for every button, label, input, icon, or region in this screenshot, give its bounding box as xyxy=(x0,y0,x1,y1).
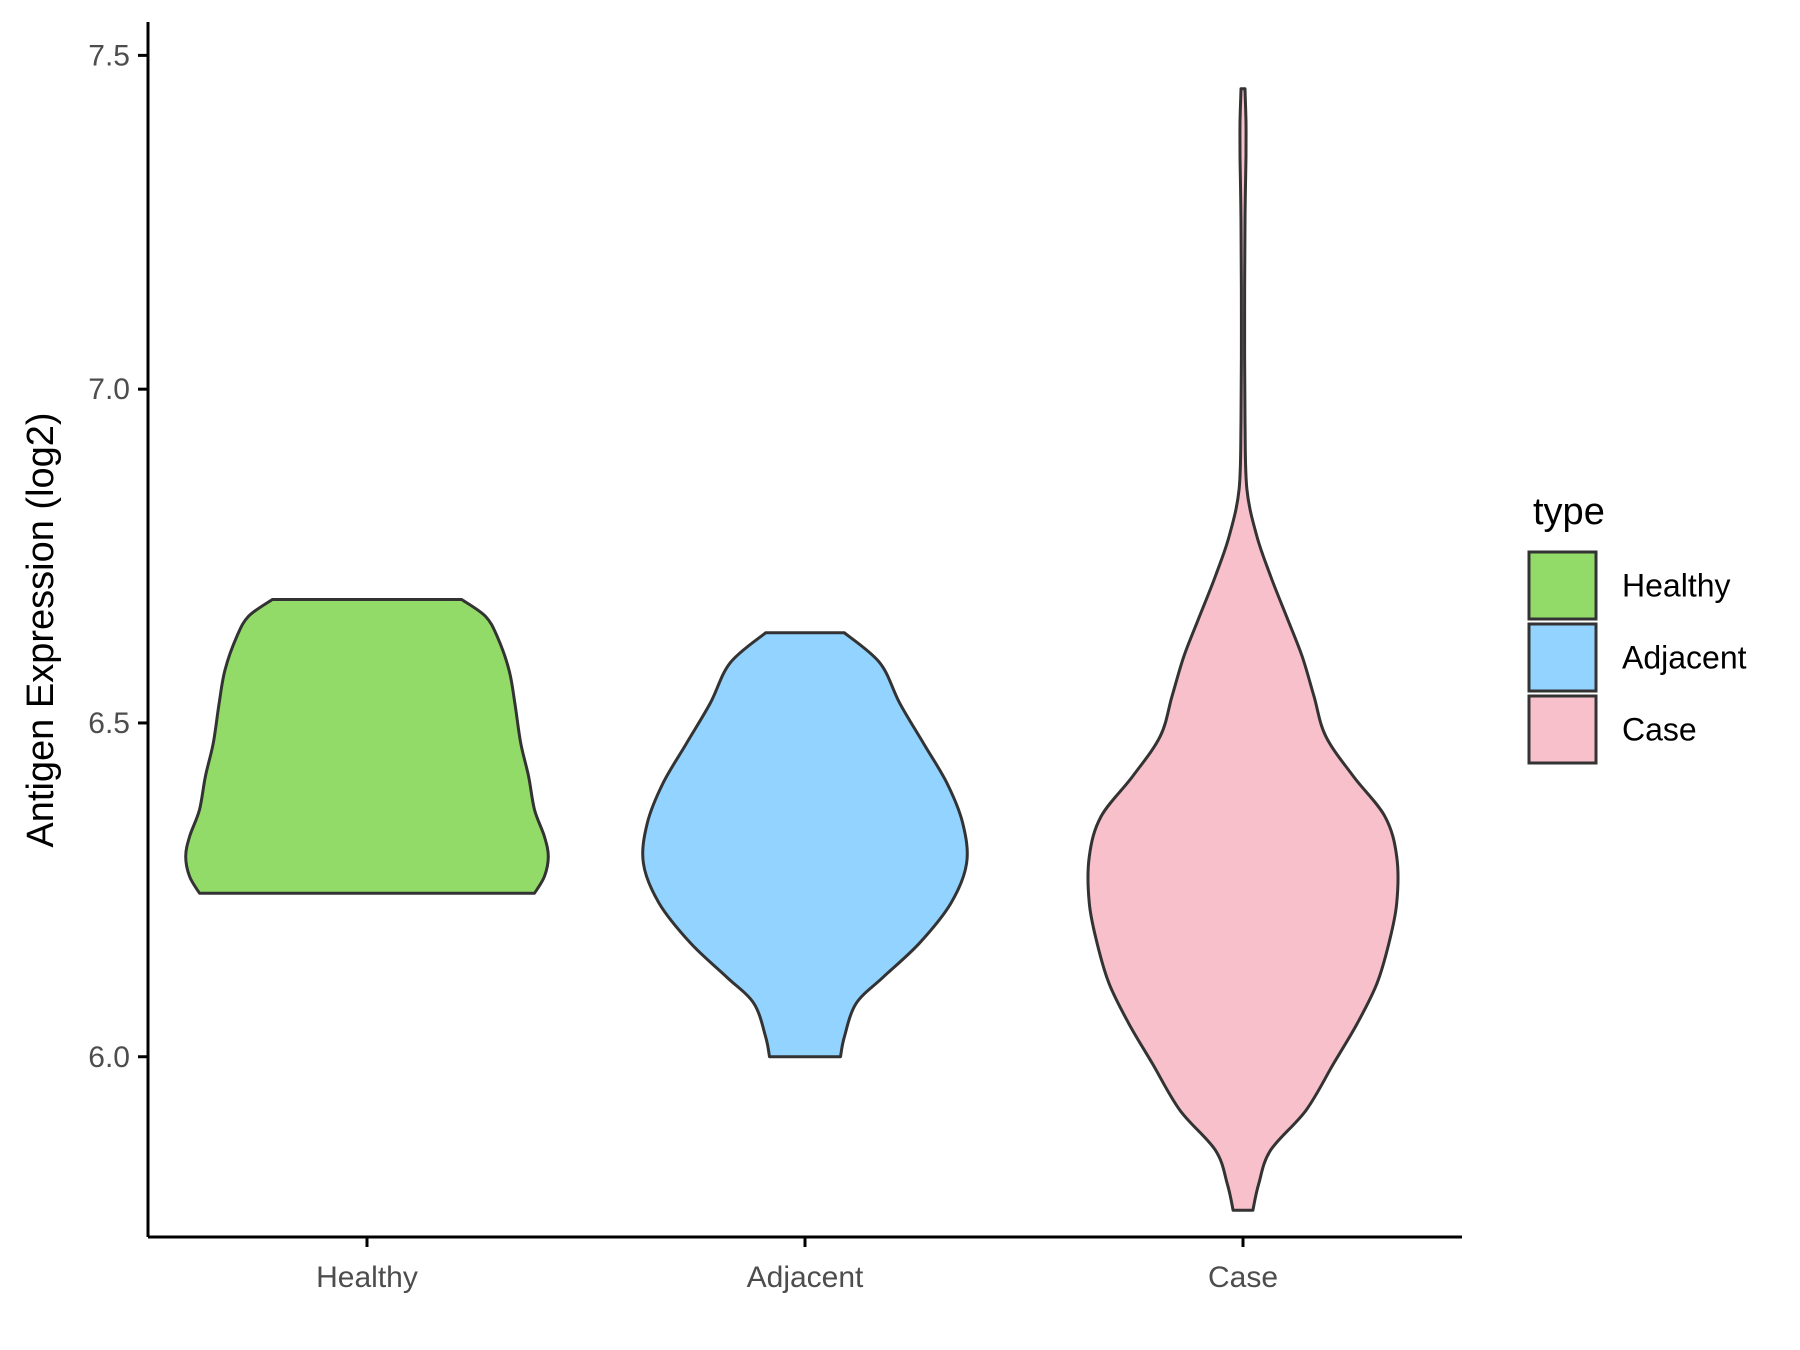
y-ticks: 6.0 6.5 7.0 7.5 xyxy=(88,39,148,1074)
legend-entries: Healthy Adjacent Case xyxy=(1527,550,1747,765)
legend-key-adjacent xyxy=(1527,622,1598,693)
y-tick-label: 7.0 xyxy=(88,373,130,406)
y-axis-title: Antigen Expression (log2) xyxy=(20,412,62,847)
x-tick-label: Case xyxy=(1208,1261,1278,1294)
legend-label-case: Case xyxy=(1622,712,1697,748)
x-ticks: Healthy Adjacent Case xyxy=(316,1237,1278,1294)
legend-label-healthy: Healthy xyxy=(1622,568,1731,604)
y-tick-label: 6.0 xyxy=(88,1041,130,1074)
legend-key-case xyxy=(1527,694,1598,765)
legend-label-adjacent: Adjacent xyxy=(1622,640,1747,676)
legend-title: type xyxy=(1533,491,1605,533)
legend-key-healthy xyxy=(1527,550,1598,621)
violin-layer xyxy=(184,87,1400,1212)
x-tick-label: Adjacent xyxy=(747,1261,864,1294)
violin-case xyxy=(1086,87,1400,1212)
violin-adjacent xyxy=(641,631,969,1059)
y-tick-label: 7.5 xyxy=(88,39,130,72)
legend: type Healthy Adjacent Case xyxy=(1527,491,1747,765)
y-tick-label: 6.5 xyxy=(88,707,130,740)
violin-healthy xyxy=(184,598,550,895)
x-tick-label: Healthy xyxy=(316,1261,418,1294)
